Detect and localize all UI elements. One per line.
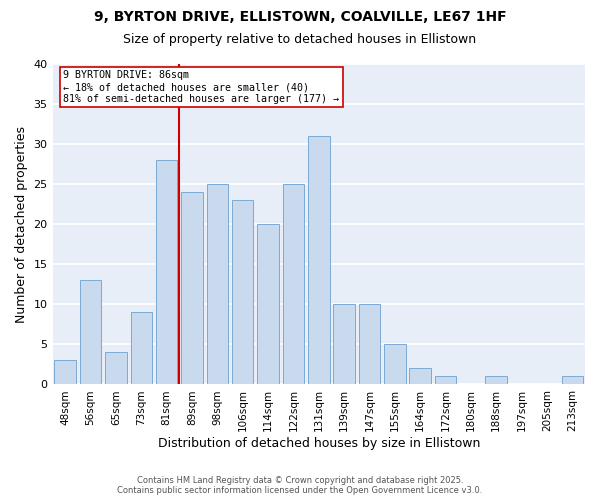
Bar [105,352,127,384]
Bar [232,200,253,384]
Bar [156,160,178,384]
Text: Size of property relative to detached houses in Ellistown: Size of property relative to detached ho… [124,32,476,46]
Bar [283,184,304,384]
Bar [435,376,457,384]
Bar [359,304,380,384]
Bar [257,224,279,384]
Bar [334,304,355,384]
Bar [131,312,152,384]
Bar [485,376,507,384]
Bar [308,136,329,384]
Text: 9, BYRTON DRIVE, ELLISTOWN, COALVILLE, LE67 1HF: 9, BYRTON DRIVE, ELLISTOWN, COALVILLE, L… [94,10,506,24]
Bar [562,376,583,384]
Text: 9 BYRTON DRIVE: 86sqm
← 18% of detached houses are smaller (40)
81% of semi-deta: 9 BYRTON DRIVE: 86sqm ← 18% of detached … [63,70,339,104]
Y-axis label: Number of detached properties: Number of detached properties [15,126,28,322]
Bar [206,184,228,384]
Bar [409,368,431,384]
Bar [181,192,203,384]
Bar [55,360,76,384]
Text: Contains HM Land Registry data © Crown copyright and database right 2025.
Contai: Contains HM Land Registry data © Crown c… [118,476,482,495]
X-axis label: Distribution of detached houses by size in Ellistown: Distribution of detached houses by size … [158,437,480,450]
Bar [80,280,101,384]
Bar [384,344,406,385]
